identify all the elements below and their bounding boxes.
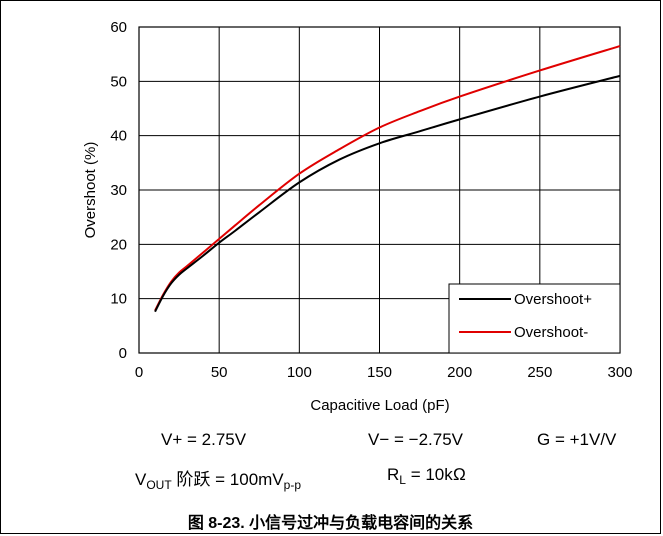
y-tick-label: 20 <box>110 236 127 253</box>
x-tick-label: 250 <box>527 364 552 381</box>
vout-subscript: OUT <box>146 478 172 492</box>
condition-gain: G = +1V/V <box>537 430 617 449</box>
figure-caption: 图 8-23. 小信号过冲与负载电容间的关系 <box>187 515 474 532</box>
x-tick-label: 100 <box>287 364 312 381</box>
y-tick-label: 40 <box>110 128 127 145</box>
y-tick-label: 60 <box>110 19 127 36</box>
y-tick-label: 10 <box>110 291 127 308</box>
legend: Overshoot+ Overshoot- <box>448 283 621 354</box>
series-line-overshoot <box>154 74 621 313</box>
rl-subscript: L <box>399 473 406 487</box>
vout-symbol: V <box>135 470 147 489</box>
x-tick-label: 300 <box>607 364 632 381</box>
x-tick-label: 200 <box>447 364 472 381</box>
x-tick-label: 50 <box>211 364 228 381</box>
axes: 0 50 100 150 200 250 300 0 10 20 30 40 50 60 <box>110 19 632 381</box>
rl-value: = 10kΩ <box>405 465 466 484</box>
overshoot-chart: 0 50 100 150 200 250 300 0 10 20 30 40 50 60 Overshoo… <box>82 19 633 414</box>
x-tick-label: 150 <box>367 364 392 381</box>
series-lines <box>154 45 621 313</box>
y-tick-label: 50 <box>110 73 127 90</box>
condition-rl: RL = 10kΩ <box>387 465 466 487</box>
series-line-overshoot <box>154 45 621 312</box>
step-text: 阶跃 = 100mV <box>171 470 284 489</box>
condition-vplus: V+ = 2.75V <box>161 430 247 449</box>
step-subscript: p-p <box>283 478 301 492</box>
legend-box <box>448 283 621 354</box>
condition-vminus: V− = −2.75V <box>368 430 463 449</box>
legend-label-overshoot: Overshoot- <box>514 324 588 341</box>
x-axis-label: Capacitive Load (pF) <box>310 397 449 414</box>
legend-label-overshoot: Overshoot+ <box>514 291 592 308</box>
y-tick-label: 30 <box>110 182 127 199</box>
rl-symbol: R <box>387 465 400 484</box>
y-axis-label: Overshoot (%) <box>82 142 99 239</box>
x-tick-label: 0 <box>135 364 143 381</box>
y-tick-label: 0 <box>119 345 127 362</box>
plot-border <box>138 26 621 354</box>
condition-vout-step: VOUT 阶跃 = 100mVp-p <box>135 465 301 492</box>
